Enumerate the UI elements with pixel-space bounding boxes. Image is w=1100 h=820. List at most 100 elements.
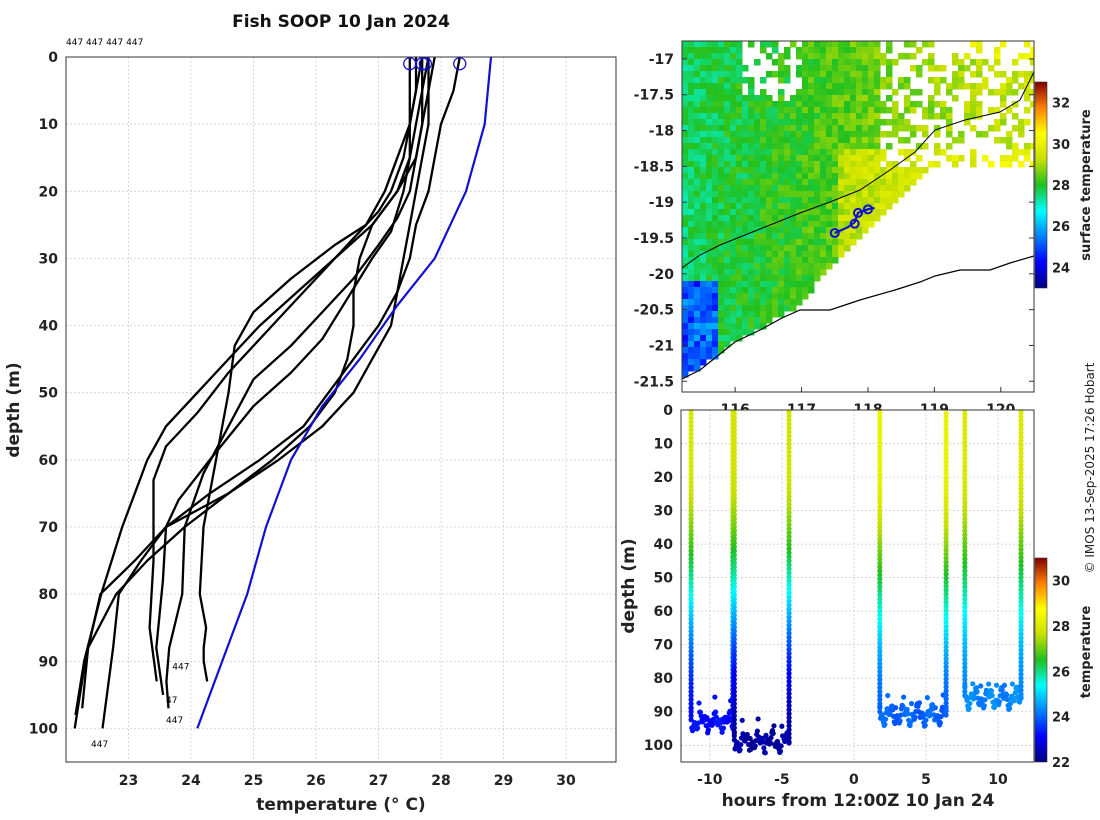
sst-cell bbox=[718, 293, 725, 300]
sst-cell bbox=[784, 305, 791, 312]
cast-point bbox=[1018, 514, 1024, 520]
sst-cell bbox=[682, 293, 689, 300]
sst-cell bbox=[712, 227, 719, 234]
sst-cell bbox=[790, 137, 797, 144]
sst-cell bbox=[826, 161, 833, 168]
sst-cell bbox=[772, 137, 779, 144]
map-y-tick-label: -21.5 bbox=[634, 374, 674, 390]
sst-cell bbox=[850, 131, 857, 138]
sst-cell bbox=[970, 125, 977, 132]
sst-cell bbox=[904, 53, 911, 60]
sst-cell bbox=[688, 173, 695, 180]
sst-cell bbox=[868, 95, 875, 102]
sst-cell bbox=[748, 299, 755, 306]
cast-point bbox=[877, 503, 883, 510]
sst-cell bbox=[832, 41, 839, 48]
sst-cell bbox=[688, 185, 695, 192]
depth-time-colorbar-tick-label: 26 bbox=[1052, 665, 1070, 680]
sst-cell bbox=[832, 191, 839, 198]
sst-cell bbox=[970, 83, 977, 90]
cast-point bbox=[943, 450, 949, 457]
cast-point bbox=[1018, 695, 1024, 701]
cast-point bbox=[688, 620, 694, 626]
cast-point bbox=[1018, 434, 1024, 440]
cast-point bbox=[731, 507, 737, 514]
sst-cell bbox=[784, 77, 791, 84]
sst-cell bbox=[742, 137, 749, 144]
sst-cell bbox=[790, 167, 797, 174]
sst-cell bbox=[730, 125, 737, 132]
cast-point bbox=[877, 620, 883, 626]
cast-point bbox=[752, 743, 758, 749]
sst-cell bbox=[760, 77, 767, 84]
surface-markers bbox=[403, 57, 467, 71]
cast-point bbox=[688, 640, 694, 646]
sst-cell bbox=[832, 203, 839, 210]
sst-cell bbox=[778, 227, 785, 234]
cast-point bbox=[1018, 454, 1024, 460]
cast-point bbox=[988, 688, 995, 694]
cast-point bbox=[1018, 510, 1024, 516]
sst-cell bbox=[922, 143, 929, 150]
sst-cell bbox=[730, 311, 737, 318]
sst-cell bbox=[790, 245, 797, 252]
sst-cell bbox=[826, 155, 833, 162]
sst-cell bbox=[976, 41, 983, 48]
sst-cell bbox=[784, 221, 791, 228]
cast-point bbox=[688, 713, 694, 719]
sst-cell bbox=[808, 59, 815, 66]
sst-cell bbox=[700, 197, 707, 204]
sst-cell bbox=[874, 53, 881, 60]
sst-cell bbox=[778, 209, 785, 216]
sst-cell bbox=[688, 155, 695, 162]
sst-cell bbox=[724, 101, 731, 108]
sst-cell bbox=[934, 77, 941, 84]
sst-cell bbox=[778, 263, 785, 270]
sst-cell bbox=[694, 257, 701, 264]
sst-cell bbox=[730, 233, 737, 240]
cast-point bbox=[877, 411, 883, 417]
sst-cell bbox=[766, 41, 773, 48]
sst-cell bbox=[868, 47, 875, 54]
cast-point bbox=[1018, 470, 1024, 476]
cast-point bbox=[731, 725, 737, 731]
sst-cell bbox=[778, 161, 785, 168]
cast-point bbox=[1018, 687, 1024, 693]
sst-cell bbox=[706, 281, 713, 288]
sst-cell bbox=[706, 263, 713, 270]
sst-cell bbox=[790, 257, 797, 264]
sst-cell bbox=[766, 221, 773, 228]
sst-cell bbox=[736, 179, 743, 186]
sst-cell bbox=[754, 209, 761, 216]
cast-point bbox=[877, 443, 883, 449]
sst-cell bbox=[814, 83, 821, 90]
sst-cell bbox=[694, 107, 701, 114]
sst-cell bbox=[718, 143, 725, 150]
cast-point bbox=[688, 548, 694, 554]
sst-cell bbox=[748, 323, 755, 330]
cast-point bbox=[786, 530, 792, 536]
sst-cell bbox=[736, 143, 743, 150]
sst-cell bbox=[814, 155, 821, 162]
sst-cell bbox=[700, 353, 707, 360]
sst-cell bbox=[844, 59, 851, 66]
cast-point bbox=[962, 640, 968, 646]
sst-cell bbox=[886, 83, 893, 90]
profile-line-7 bbox=[101, 57, 461, 729]
sst-cell bbox=[718, 251, 725, 258]
sst-cell bbox=[754, 245, 761, 252]
sst-cell bbox=[958, 137, 965, 144]
cast-point bbox=[912, 714, 918, 720]
sst-cell bbox=[856, 179, 863, 186]
sst-cell bbox=[730, 281, 737, 288]
sst-cell bbox=[694, 341, 701, 348]
sst-cell bbox=[922, 59, 929, 66]
sst-cell bbox=[694, 347, 701, 354]
sst-cell bbox=[772, 185, 779, 192]
sst-cell bbox=[694, 167, 701, 174]
map-y-tick-label: -20 bbox=[649, 267, 675, 283]
sst-cell bbox=[784, 227, 791, 234]
sst-cell bbox=[826, 263, 833, 270]
sst-cell bbox=[916, 167, 923, 174]
sst-cell bbox=[886, 131, 893, 138]
